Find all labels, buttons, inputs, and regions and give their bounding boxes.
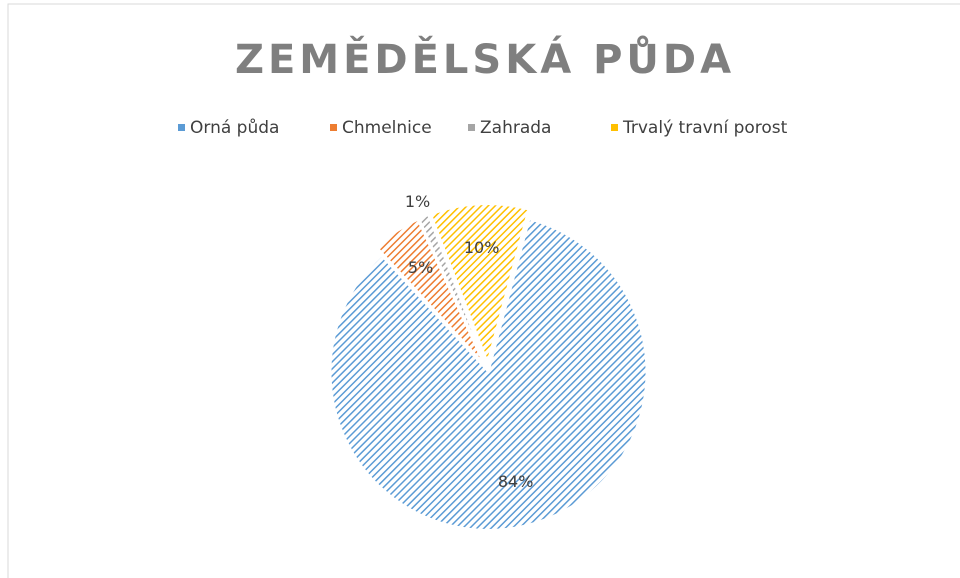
pie-slice	[329, 218, 648, 531]
legend-swatch	[330, 124, 337, 131]
legend-label: Chmelnice	[342, 118, 432, 138]
chart-title: ZEMĚDĚLSKÁ PŮDA	[235, 34, 735, 83]
legend-swatch	[178, 124, 185, 131]
legend-swatch	[468, 124, 475, 131]
legend-label: Trvalý travní porost	[622, 118, 788, 138]
data-label: 5%	[408, 258, 433, 277]
pie-slice	[375, 218, 485, 365]
legend-label: Orná půda	[190, 118, 279, 138]
legend-swatch	[611, 124, 618, 131]
data-label: 1%	[405, 192, 430, 211]
pie-slice	[417, 213, 486, 364]
data-label: 10%	[464, 238, 500, 257]
data-label: 84%	[498, 472, 534, 491]
pie-slice	[429, 203, 530, 366]
legend-label: Zahrada	[480, 118, 551, 138]
